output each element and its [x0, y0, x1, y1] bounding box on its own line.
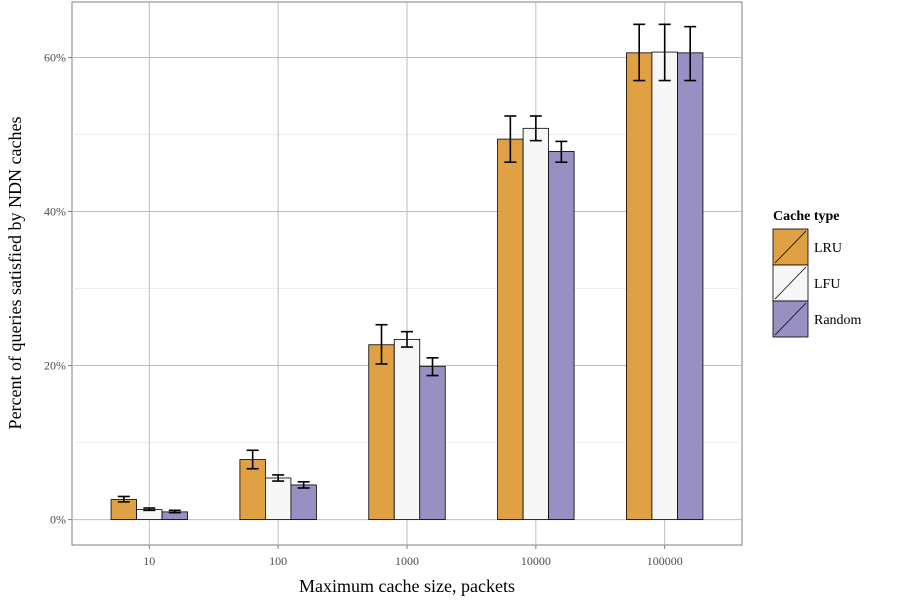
- error-bar-lru-100: [246, 449, 259, 470]
- y-tick-label: 40%: [44, 204, 66, 218]
- bar-lfu-100000: [651, 51, 678, 520]
- error-bar-lfu-10000: [529, 115, 542, 142]
- bar-lru-100000: [626, 52, 653, 520]
- y-tick-label: 0%: [50, 513, 66, 527]
- legend-item-random: Random: [772, 300, 862, 338]
- legend-label: Random: [814, 313, 862, 328]
- bar-random-100000: [677, 52, 704, 520]
- x-axis: 10 100 1000 10000 100000: [143, 545, 683, 568]
- error-bar-lru-10: [117, 495, 130, 503]
- bar-random-10000: [548, 151, 575, 520]
- legend-swatch-slash: [774, 266, 807, 300]
- error-bar-lfu-100000: [658, 23, 671, 82]
- bar-lfu-100: [265, 477, 292, 520]
- legend-swatch-slash: [774, 302, 807, 336]
- x-tick-label: 100: [269, 554, 287, 568]
- x-tick-label: 10: [143, 554, 155, 568]
- x-tick-label: 100000: [647, 554, 683, 568]
- bar-lru-10000: [497, 138, 524, 520]
- x-tick-label: 10000: [521, 554, 551, 568]
- y-axis-title: Percent of queries satisfied by NDN cach…: [5, 117, 25, 430]
- y-tick-label: 60%: [44, 50, 66, 64]
- error-bar-lru-10000: [504, 115, 517, 164]
- legend-title: Cache type: [773, 209, 840, 224]
- bar-random-100: [290, 484, 317, 520]
- error-bars: [117, 23, 697, 514]
- x-axis-title: Maximum cache size, packets: [299, 576, 515, 596]
- error-bar-random-100: [297, 481, 310, 489]
- legend: Cache type LRU LFU Random: [772, 209, 862, 338]
- error-bar-lfu-100: [272, 474, 285, 482]
- bars: [110, 51, 704, 520]
- error-bar-random-100000: [684, 25, 697, 82]
- legend-swatch-slash: [774, 230, 807, 264]
- bar-lfu-10000: [522, 127, 549, 520]
- y-axis: 0% 20% 40% 60%: [44, 50, 72, 527]
- error-bar-random-1000: [426, 357, 439, 377]
- legend-item-lfu: LFU: [772, 264, 840, 302]
- y-tick-label: 20%: [44, 359, 66, 373]
- legend-item-lru: LRU: [772, 228, 842, 266]
- error-bar-lru-100000: [633, 23, 646, 82]
- error-bar-lfu-10: [143, 507, 156, 512]
- error-bar-random-10000: [555, 140, 568, 164]
- legend-label: LRU: [814, 241, 842, 256]
- error-bar-random-10: [168, 509, 181, 514]
- legend-label: LFU: [814, 277, 840, 292]
- bar-random-1000: [419, 365, 446, 520]
- bar-lru-1000: [368, 344, 395, 520]
- x-tick-label: 1000: [395, 554, 419, 568]
- bar-lfu-1000: [393, 338, 421, 520]
- error-bar-lfu-1000: [401, 330, 413, 348]
- error-bar-lru-1000: [375, 323, 388, 365]
